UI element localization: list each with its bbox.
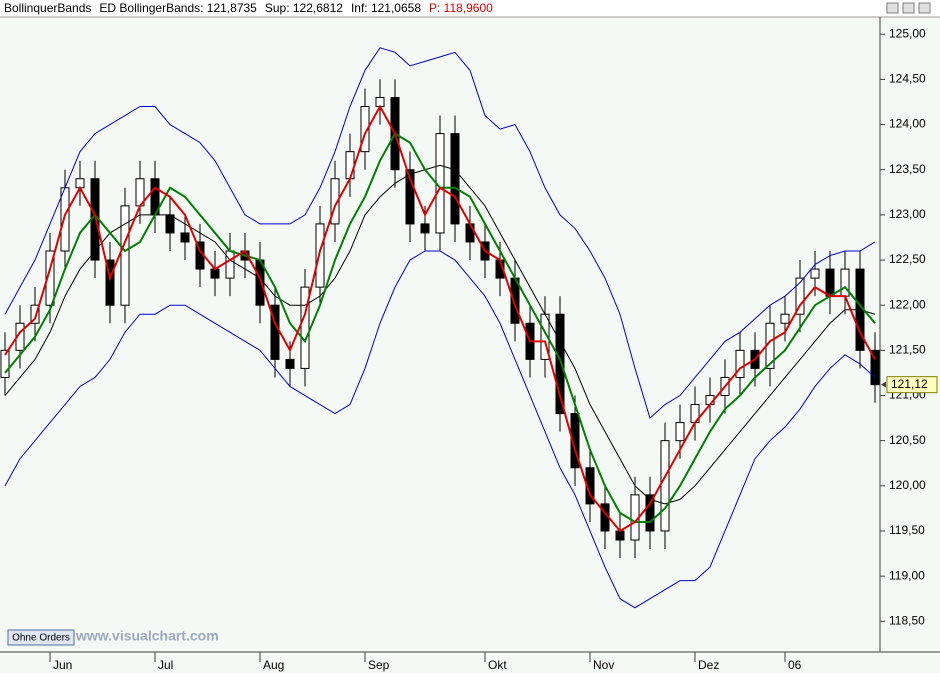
candle-body bbox=[555, 313, 565, 415]
ohne-orders-button[interactable] bbox=[7, 629, 75, 646]
minimize-button[interactable] bbox=[886, 2, 899, 14]
candle-body bbox=[60, 187, 70, 252]
candle-body bbox=[210, 268, 220, 279]
candle-body bbox=[840, 268, 850, 297]
candle-body bbox=[315, 223, 325, 288]
x-tick-label: Sep bbox=[368, 658, 390, 672]
x-tick-label: 06 bbox=[788, 658, 802, 672]
ohne-orders-label[interactable]: Ohne Orders bbox=[12, 633, 70, 644]
candle-body bbox=[825, 268, 835, 297]
y-tick-label: 124,00 bbox=[889, 117, 926, 131]
maximize-button[interactable] bbox=[902, 2, 915, 14]
candle-body bbox=[795, 277, 805, 315]
candle-body bbox=[105, 259, 115, 306]
candle-body bbox=[120, 205, 130, 306]
candle-body bbox=[300, 286, 310, 369]
plot-area bbox=[0, 47, 880, 609]
y-tick-label: 118,50 bbox=[889, 613, 925, 627]
header: BollinquerBands ED BollingerBands: 121,87… bbox=[4, 1, 493, 15]
candle-body bbox=[330, 178, 340, 225]
candle-body bbox=[45, 250, 55, 306]
header-item: P: 118,9600 bbox=[429, 1, 493, 15]
candle-body bbox=[450, 133, 460, 225]
header-item: Inf: 121,0658 bbox=[351, 1, 421, 15]
candle-body bbox=[165, 214, 175, 234]
candle-body bbox=[780, 313, 790, 324]
candle-body bbox=[660, 440, 670, 532]
candle-body bbox=[405, 169, 415, 225]
watermark: www.visualchart.com bbox=[75, 628, 219, 644]
last-price-box bbox=[886, 376, 938, 394]
header-item: Sup: 122,6812 bbox=[265, 1, 343, 15]
candle-body bbox=[345, 151, 355, 180]
candle-body bbox=[810, 268, 820, 279]
y-tick-label: 123,00 bbox=[889, 207, 926, 221]
candle-body bbox=[675, 422, 685, 442]
candle-body bbox=[360, 106, 370, 153]
x-tick-label: Jul bbox=[158, 658, 173, 672]
y-tick-label: 124,50 bbox=[889, 72, 926, 86]
y-tick-label: 122,50 bbox=[889, 252, 926, 266]
y-tick-label: 122,00 bbox=[889, 297, 926, 311]
indicator-line bbox=[4, 47, 876, 419]
indicator-line bbox=[4, 250, 876, 609]
candle-body bbox=[180, 232, 190, 243]
y-tick-label: 125,00 bbox=[889, 26, 926, 40]
y-tick-label: 123,50 bbox=[889, 162, 926, 176]
y-tick-label: 120,00 bbox=[889, 478, 926, 492]
y-tick-label: 119,00 bbox=[889, 568, 925, 582]
candle-body bbox=[570, 413, 580, 469]
x-tick-label: Okt bbox=[488, 658, 507, 672]
indicator-line bbox=[4, 104, 876, 533]
candle-body bbox=[420, 223, 430, 234]
x-tick-label: Nov bbox=[593, 658, 614, 672]
x-tick-label: Dez bbox=[698, 658, 719, 672]
window-buttons bbox=[886, 2, 931, 14]
candle-body bbox=[30, 304, 40, 324]
candle-body bbox=[225, 250, 235, 279]
indicator-line bbox=[4, 164, 876, 505]
y-tick-label: 119,50 bbox=[889, 523, 925, 537]
x-tick-label: Aug bbox=[263, 658, 284, 672]
y-tick-label: 121,50 bbox=[889, 343, 926, 357]
last-price-pointer bbox=[881, 381, 886, 388]
candle-body bbox=[285, 358, 295, 369]
last-price-label: 121,12 bbox=[891, 377, 928, 391]
header-item: BollinquerBands bbox=[4, 1, 91, 15]
candle-body bbox=[615, 530, 625, 541]
candle-body bbox=[0, 349, 10, 378]
candle-body bbox=[735, 349, 745, 378]
header-item: ED BollingerBands: 121,8735 bbox=[99, 1, 257, 15]
close-button[interactable] bbox=[918, 2, 931, 14]
y-tick-label: 120,50 bbox=[889, 433, 926, 447]
header-bar bbox=[0, 0, 940, 17]
candle-body bbox=[645, 494, 655, 532]
x-tick-label: Jun bbox=[53, 658, 72, 672]
candle-body bbox=[870, 349, 880, 386]
candle-body bbox=[465, 223, 475, 243]
